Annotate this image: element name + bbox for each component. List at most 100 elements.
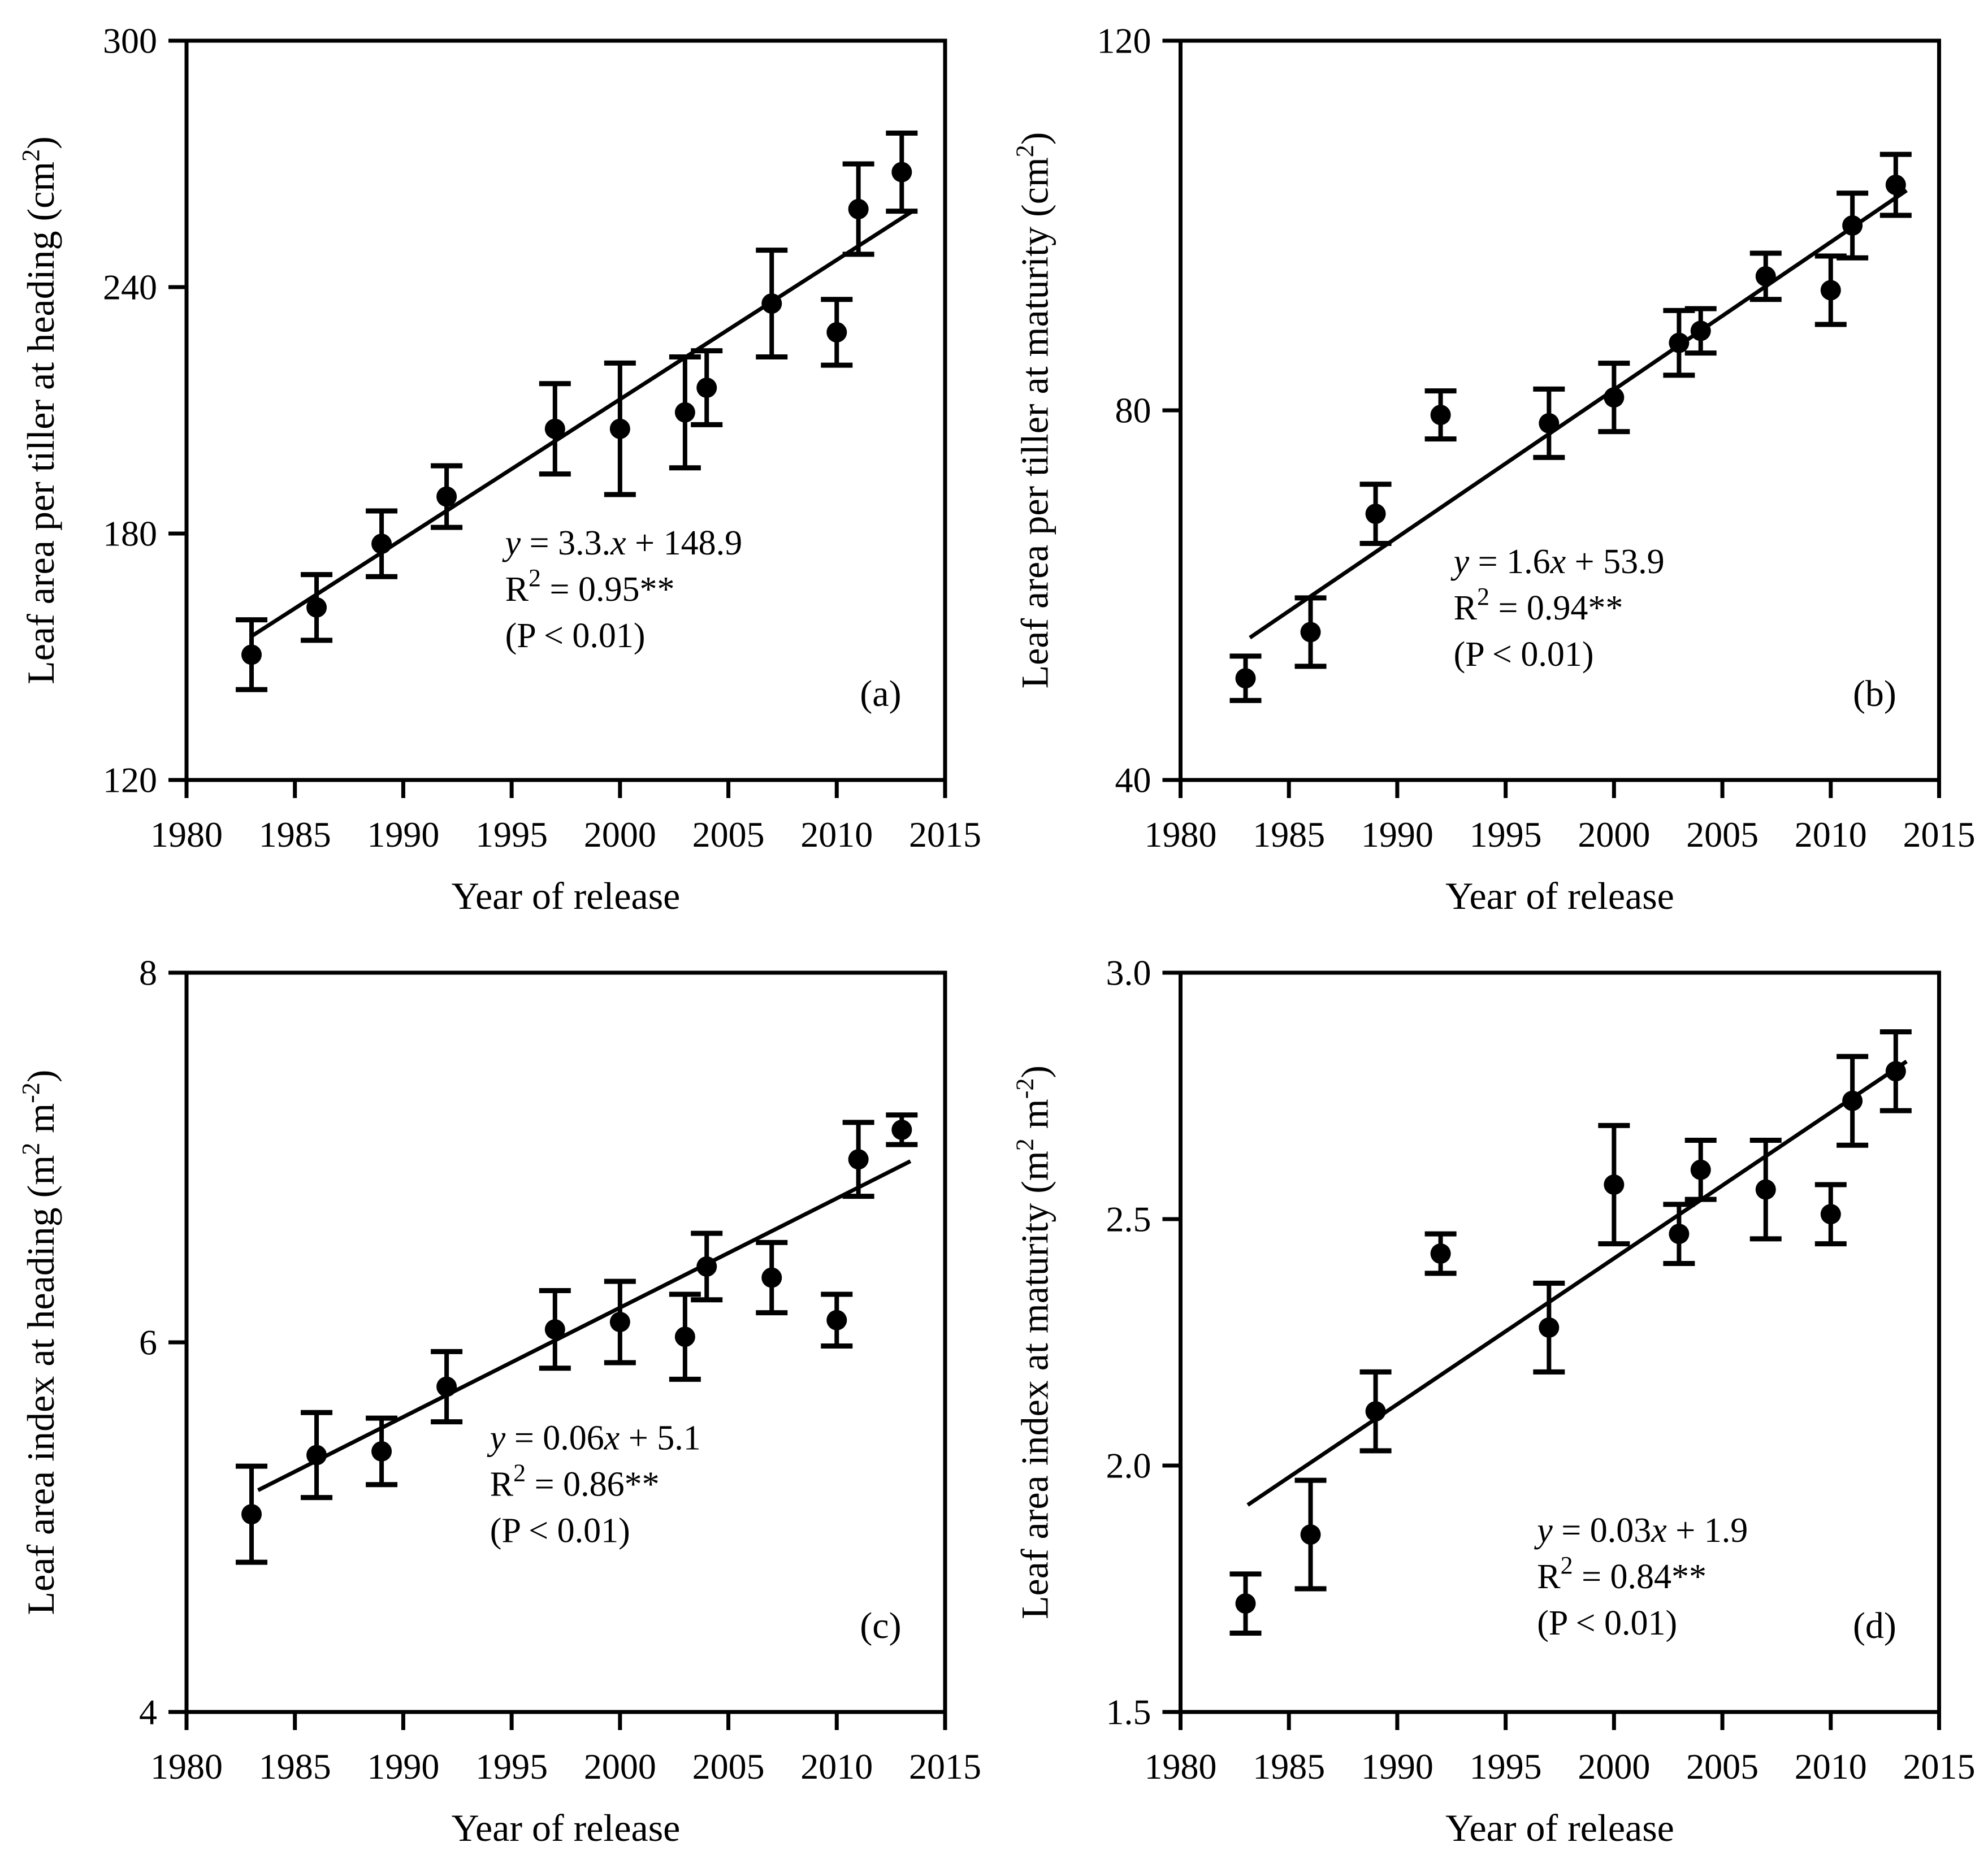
data-point bbox=[1430, 405, 1451, 426]
trend-line bbox=[1246, 1060, 1908, 1507]
data-point bbox=[1755, 1179, 1776, 1200]
data-point bbox=[696, 378, 717, 398]
data-point bbox=[848, 1149, 869, 1170]
x-tick-label: 1990 bbox=[1361, 814, 1433, 855]
x-tick-label: 2005 bbox=[692, 814, 765, 855]
data-point bbox=[544, 1319, 565, 1340]
y-tick-label: 6 bbox=[139, 1323, 157, 1363]
x-axis-title: Year of release bbox=[452, 874, 681, 917]
plot-frame bbox=[184, 970, 947, 1714]
panel-d: 1.5 2.0 2.5 3.0 1980 1985 1990 1995 2000 2005 2010… bbox=[994, 932, 1988, 1864]
x-tick-label: 1980 bbox=[150, 1746, 223, 1787]
x-tick-label: 2000 bbox=[584, 814, 656, 855]
x-tick-label: 1990 bbox=[1361, 1746, 1433, 1787]
x-tick-label: 1990 bbox=[367, 814, 439, 855]
x-tick-label: 2000 bbox=[1578, 1746, 1650, 1787]
data-point bbox=[826, 322, 847, 343]
y-tick-label: 180 bbox=[103, 514, 157, 554]
x-axis: 1980 1985 1990 1995 2000 2005 2010 2015 bbox=[1145, 1712, 1976, 1787]
x-axis-title: Year of release bbox=[1445, 1806, 1674, 1849]
x-tick-label: 1980 bbox=[1145, 1746, 1217, 1787]
data-point bbox=[1539, 413, 1560, 434]
x-tick-label: 1995 bbox=[1470, 814, 1542, 855]
equation-line: (P < 0.01) bbox=[1454, 635, 1594, 674]
panel-letter: (a) bbox=[860, 673, 901, 714]
data-point bbox=[1842, 1090, 1863, 1111]
data-point bbox=[696, 1256, 717, 1277]
data-point bbox=[1755, 266, 1776, 287]
data-point bbox=[371, 1441, 392, 1462]
panel-letter: (d) bbox=[1853, 1605, 1896, 1646]
data-point bbox=[609, 1312, 630, 1333]
equation-line: R2 = 0.95** bbox=[505, 564, 675, 609]
data-point bbox=[306, 597, 327, 618]
data-point bbox=[609, 418, 630, 439]
data-point bbox=[1539, 1317, 1560, 1338]
data-point bbox=[371, 534, 392, 554]
x-tick-label: 2000 bbox=[584, 1746, 656, 1787]
data-point bbox=[761, 293, 782, 314]
x-tick-label: 2005 bbox=[692, 1746, 765, 1787]
x-axis: 1980 1985 1990 1995 2000 2005 2010 2015 bbox=[1145, 780, 1976, 855]
panel-letter: (c) bbox=[860, 1605, 901, 1646]
data-point bbox=[1300, 622, 1321, 643]
x-tick-label: 1980 bbox=[1145, 814, 1217, 855]
plot-frame bbox=[1179, 970, 1941, 1714]
panel-d-chart: 1.5 2.0 2.5 3.0 1980 1985 1990 1995 2000 2005 2010… bbox=[1011, 953, 1976, 1850]
panel-c: 4 6 8 1980 1985 1990 1995 2000 2005 2010 2015 Leaf … bbox=[0, 932, 994, 1864]
y-tick-label: 4 bbox=[139, 1692, 157, 1732]
x-tick-label: 2010 bbox=[800, 1746, 873, 1787]
panel-a-chart: 120 180 240 300 1980 1985 1990 1995 2000 2005 2010… bbox=[17, 21, 981, 918]
equation-annotation: y = 3.3.x + 148.9R2 = 0.95** (P < 0.01) bbox=[502, 524, 743, 655]
x-tick-label: 1985 bbox=[1253, 814, 1325, 855]
equation-line: y = 0.06x + 5.1 bbox=[487, 1419, 701, 1458]
equation-line: (P < 0.01) bbox=[490, 1512, 630, 1550]
data-point bbox=[1885, 175, 1906, 196]
equation-line: y = 1.6x + 53.9 bbox=[1450, 543, 1665, 581]
x-tick-label: 2005 bbox=[1686, 814, 1759, 855]
equation-line: y = 0.03x + 1.9 bbox=[1534, 1511, 1748, 1550]
data-point bbox=[674, 1327, 695, 1347]
x-tick-label: 2015 bbox=[1903, 814, 1976, 855]
x-tick-label: 2015 bbox=[909, 814, 981, 855]
x-tick-label: 2010 bbox=[1795, 814, 1867, 855]
y-axis: 120 180 240 300 bbox=[103, 21, 187, 800]
x-tick-label: 1990 bbox=[367, 1746, 439, 1787]
x-tick-label: 2005 bbox=[1686, 1746, 1759, 1787]
data-point bbox=[761, 1267, 782, 1288]
y-tick-label: 80 bbox=[1115, 391, 1151, 431]
panel-b-chart: 40 80 120 1980 1985 1990 1995 2000 2005 2010 2015 L… bbox=[1011, 21, 1976, 918]
y-axis: 4 6 8 bbox=[139, 953, 187, 1732]
y-tick-label: 300 bbox=[103, 21, 157, 61]
y-axis-title: Leaf area per tiller at maturity (cm2) bbox=[1011, 132, 1056, 689]
data-point bbox=[1669, 332, 1690, 353]
x-tick-label: 1995 bbox=[1470, 1746, 1542, 1787]
data-point bbox=[1300, 1524, 1321, 1545]
data-point bbox=[1842, 215, 1863, 236]
x-axis-title: Year of release bbox=[1445, 874, 1674, 917]
data-point bbox=[1604, 1174, 1625, 1195]
y-tick-label: 8 bbox=[139, 953, 157, 993]
trend-line bbox=[250, 209, 914, 638]
data-point bbox=[544, 418, 565, 439]
x-tick-label: 1995 bbox=[475, 814, 548, 855]
data-point bbox=[848, 198, 869, 219]
equation-annotation: y = 1.6x + 53.9R2 = 0.94** (P < 0.01) bbox=[1450, 543, 1665, 674]
y-axis-title: Leaf area per tiller at heading (cm2) bbox=[17, 136, 62, 684]
equation-line: R2 = 0.84** bbox=[1537, 1551, 1707, 1596]
x-axis: 1980 1985 1990 1995 2000 2005 2010 2015 bbox=[150, 1712, 981, 1787]
y-axis-title: Leaf area index at heading (m2 m-2) bbox=[17, 1070, 62, 1615]
data-point bbox=[1604, 387, 1625, 408]
x-tick-label: 2015 bbox=[1903, 1746, 1976, 1787]
y-axis: 1.5 2.0 2.5 3.0 bbox=[1106, 953, 1181, 1732]
data-point bbox=[436, 1376, 457, 1397]
x-tick-label: 2010 bbox=[1795, 1746, 1867, 1787]
data-point bbox=[1885, 1061, 1906, 1082]
x-tick-label: 1985 bbox=[259, 1746, 331, 1787]
y-tick-label: 120 bbox=[103, 760, 157, 800]
x-tick-label: 1985 bbox=[259, 814, 331, 855]
equation-annotation: y = 0.06x + 5.1R2 = 0.86** (P < 0.01) bbox=[487, 1419, 701, 1550]
x-tick-label: 2015 bbox=[909, 1746, 981, 1787]
y-tick-label: 120 bbox=[1097, 21, 1151, 61]
data-point bbox=[241, 1504, 262, 1525]
